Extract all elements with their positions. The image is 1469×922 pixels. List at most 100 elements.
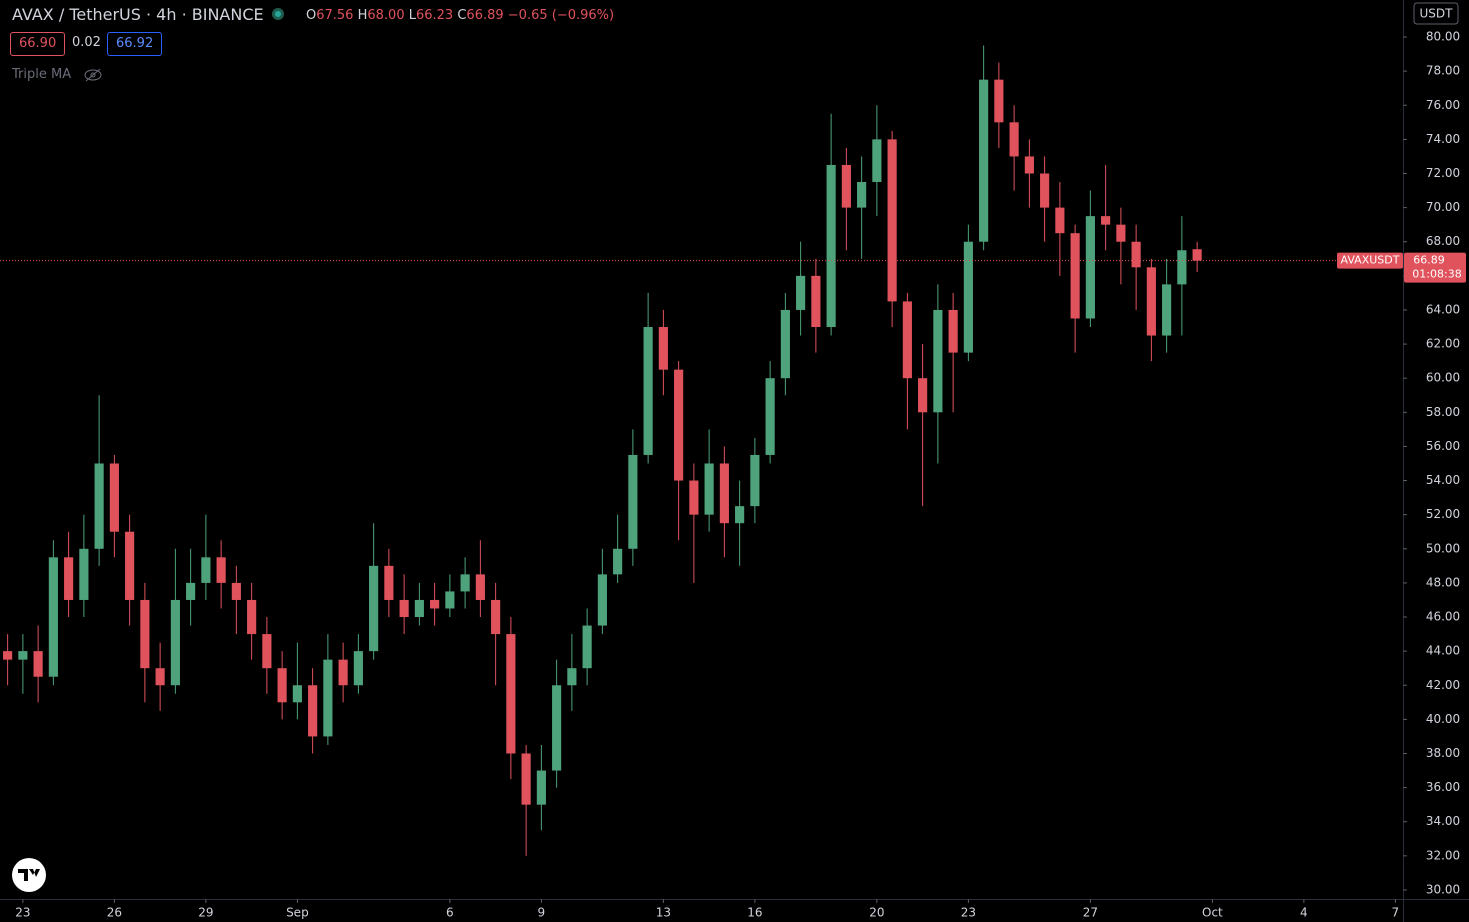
candle-body	[94, 463, 104, 549]
indicator-name: Triple MA	[12, 67, 72, 82]
y-tick-label: 80.00	[1426, 30, 1460, 44]
candle-body	[491, 599, 501, 635]
y-tick-label: 34.00	[1426, 814, 1460, 828]
o-label: O	[306, 8, 317, 23]
candle-body	[979, 79, 989, 242]
y-tick-label: 36.00	[1426, 780, 1460, 794]
y-tick-label: 62.00	[1426, 337, 1460, 351]
candle-body	[369, 565, 379, 652]
candle-body	[399, 599, 409, 618]
countdown: 01:08:38	[1412, 268, 1461, 281]
candle-body	[109, 463, 119, 532]
candle-body	[689, 480, 699, 515]
x-tick-label: 20	[869, 906, 884, 920]
y-tick-label: 52.00	[1426, 507, 1460, 521]
candle-body	[262, 634, 272, 669]
candle-body	[1040, 173, 1050, 208]
candle-body	[902, 301, 912, 379]
o-value: 67.56	[316, 8, 354, 23]
candle-body	[1070, 233, 1080, 319]
candle-body	[353, 651, 363, 686]
candle-body	[719, 463, 729, 524]
candle-body	[1101, 216, 1111, 225]
candle-body	[887, 139, 897, 302]
candle-body	[460, 574, 470, 592]
candle-body	[613, 548, 623, 575]
candle-body	[155, 668, 165, 686]
symbol-tag	[1337, 252, 1403, 269]
candle-body	[33, 651, 43, 677]
y-tick-label: 74.00	[1426, 132, 1460, 146]
candle-body	[64, 557, 74, 600]
candle-body	[765, 378, 775, 455]
status-dot	[275, 11, 281, 17]
candle-body	[3, 651, 13, 660]
l-label: L	[408, 8, 416, 23]
y-tick-label: 70.00	[1426, 200, 1460, 214]
candle-body	[277, 668, 287, 703]
candle-body	[674, 369, 684, 481]
candle-body	[1162, 284, 1172, 336]
candle-body	[475, 574, 485, 600]
candle-body	[18, 651, 28, 660]
y-tick-label: 72.00	[1426, 166, 1460, 180]
candle-body	[948, 309, 958, 353]
candle-body	[857, 182, 867, 208]
candle-body	[216, 557, 226, 583]
candle-body	[658, 327, 668, 370]
c-value: 66.89	[466, 8, 504, 23]
ask[interactable]: 66.92	[107, 32, 163, 56]
candle-body	[704, 463, 714, 515]
h-label: H	[357, 8, 368, 23]
hidden-icon[interactable]	[83, 68, 103, 82]
y-tick-label: 78.00	[1426, 64, 1460, 78]
candle-body	[79, 548, 89, 600]
x-tick-label: 7	[1392, 906, 1400, 920]
x-tick-label: Sep	[286, 906, 309, 920]
candle-body	[48, 557, 58, 677]
candle-body	[140, 599, 150, 669]
y-tick-label: 56.00	[1426, 439, 1460, 453]
y-tick-label: 68.00	[1426, 234, 1460, 248]
indicator[interactable]: Triple MA	[12, 67, 103, 82]
candle-body	[125, 531, 135, 600]
currency-box[interactable]	[1413, 2, 1459, 25]
x-tick-label: 23	[15, 906, 30, 920]
tv-logo	[12, 858, 46, 892]
y-tick-label: 42.00	[1426, 678, 1460, 692]
candle-body	[872, 139, 882, 183]
bid[interactable]: 66.90	[10, 32, 66, 56]
symbol-tag-text: AVAXUSDT	[1341, 254, 1400, 267]
candle-body	[384, 565, 394, 600]
candle-body	[811, 275, 821, 328]
candle-body	[231, 582, 241, 600]
x-tick-label: 6	[446, 906, 454, 920]
price-tag-value: 66.89	[1413, 254, 1445, 267]
candle-body	[430, 599, 440, 609]
candle-body	[826, 164, 836, 328]
candle-body	[628, 454, 638, 549]
candle-body	[1009, 122, 1019, 157]
candle-body	[1055, 207, 1065, 234]
candle-body	[567, 668, 577, 686]
x-tick-label: 13	[656, 906, 671, 920]
symbol[interactable]: AVAX / TetherUS · 4h · BINANCE	[12, 5, 264, 24]
candle-body	[780, 309, 790, 379]
candle-body	[292, 685, 302, 703]
candle-body	[735, 506, 745, 524]
candle-body	[1177, 250, 1187, 285]
y-tick-label: 40.00	[1426, 712, 1460, 726]
candle-body	[552, 685, 562, 771]
change: −0.65 (−0.96%)	[507, 8, 615, 23]
candle-body	[186, 582, 196, 600]
candle-body	[1146, 267, 1156, 336]
y-tick-label: 46.00	[1426, 610, 1460, 624]
x-tick-label: 29	[198, 906, 213, 920]
candle-body	[247, 599, 257, 635]
y-tick-label: 54.00	[1426, 473, 1460, 487]
candle-body	[918, 378, 928, 413]
candle-body	[170, 599, 180, 686]
candle-body	[933, 309, 943, 413]
x-tick-label: 26	[107, 906, 122, 920]
